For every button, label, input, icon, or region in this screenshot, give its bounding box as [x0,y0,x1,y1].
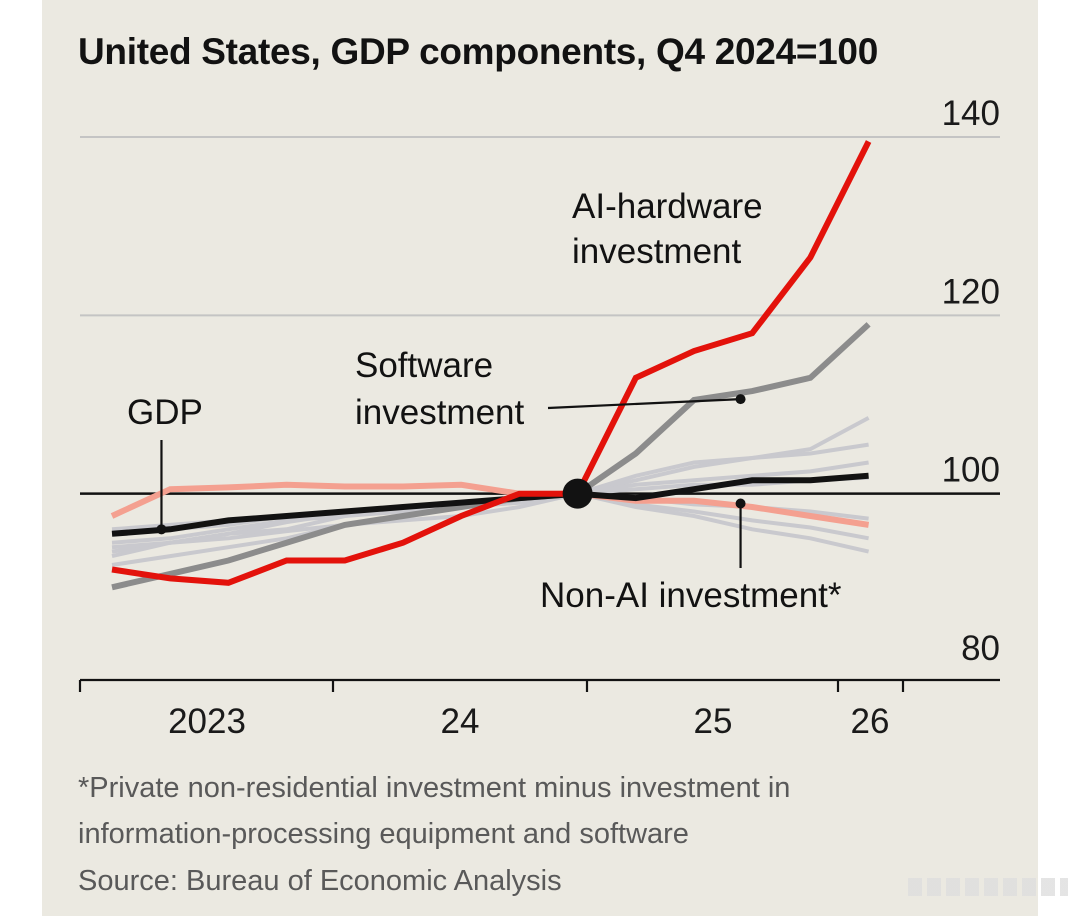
series-line-gdp [111,472,869,537]
software-leader-line [547,398,741,410]
source-note: Source: Bureau of Economic Analysis [78,865,562,897]
x-tick-label-24: 24 [441,702,480,741]
software-label-line2: investment [355,393,525,432]
ai-hardware-label-line2: investment [572,232,742,271]
y-tick-label-100: 100 [942,451,1000,490]
series-line-grey3 [111,460,869,559]
index-point-marker [562,478,593,509]
x-tick-label-26: 26 [851,702,890,741]
non-ai-leader-dot [735,498,746,509]
x-tick-labels: 2023 24 25 26 [168,702,889,741]
ai-hardware-label-line1: AI-hardware [572,187,763,226]
y-tick-labels: 140 120 100 80 [942,94,1000,668]
y-tick-label-120: 120 [942,272,1000,311]
annotation-leaders [156,394,746,568]
software-leader-dot [735,394,746,405]
x-tick-label-2023: 2023 [168,702,246,741]
footnote-line2: information-processing equipment and sof… [78,818,689,850]
y-tick-label-80: 80 [961,629,1000,668]
chart-panel [42,0,1038,916]
software-label-line1: Software [355,346,493,385]
non-ai-label: Non-AI investment* [540,576,842,615]
x-axis [78,678,1000,692]
chart-title: United States, GDP components, Q4 2024=1… [78,31,878,72]
gridlines [80,136,1000,495]
scroll-indicator [908,878,1068,896]
series-line-ai_hardware [111,140,872,586]
gdp-leader-dot [156,524,167,535]
footnote-line1: *Private non-residential investment minu… [78,772,790,804]
x-tick-label-25: 25 [694,702,733,741]
y-tick-label-140: 140 [942,94,1000,133]
gdp-label: GDP [127,393,203,432]
